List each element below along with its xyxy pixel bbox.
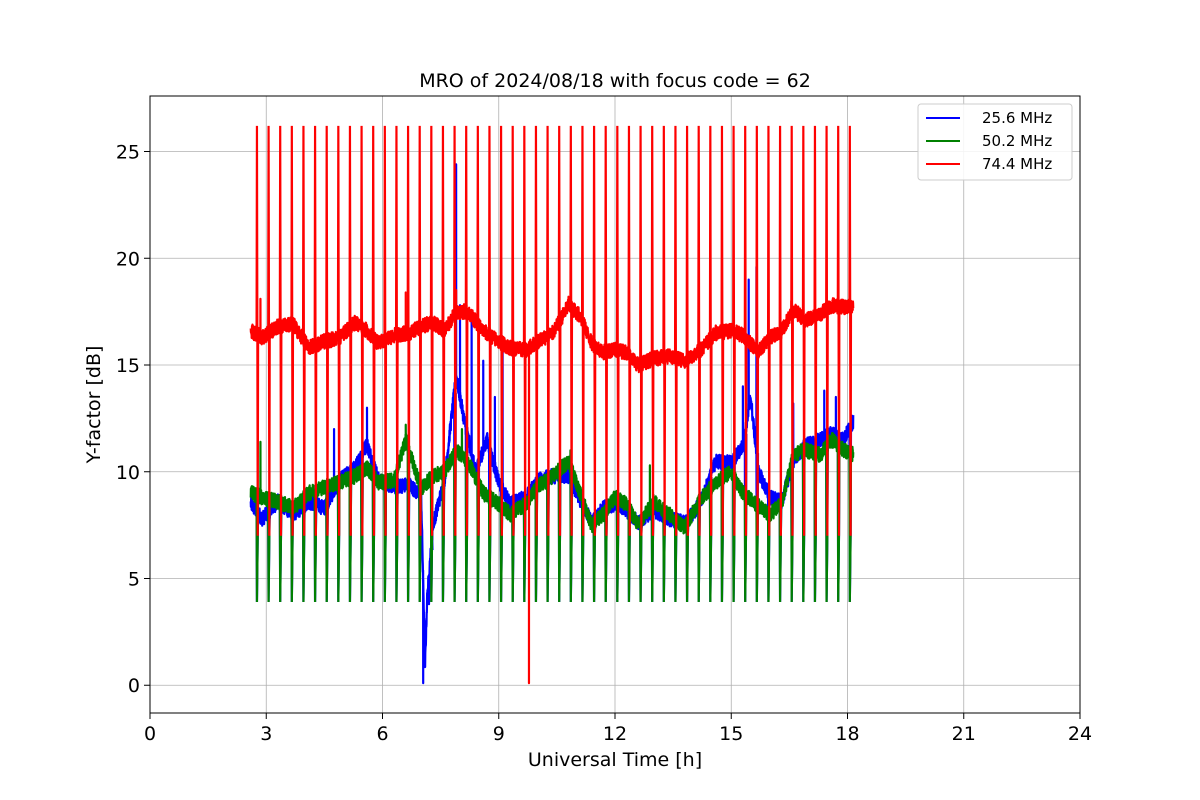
x-tick-label: 21	[952, 723, 976, 745]
chart-title: MRO of 2024/08/18 with focus code = 62	[419, 70, 811, 92]
x-tick-label: 0	[144, 723, 156, 745]
series-calibration-pulses	[255, 445, 853, 602]
plot-area	[249, 125, 855, 685]
x-tick-label: 6	[376, 723, 388, 745]
y-tick-label: 20	[116, 248, 140, 270]
series-calibration-pulses	[255, 125, 853, 536]
x-tick-label: 12	[603, 723, 627, 745]
x-axis-label: Universal Time [h]	[528, 749, 702, 771]
legend: 25.6 MHz 50.2 MHz 74.4 MHz	[917, 103, 1073, 181]
grid	[149, 96, 1081, 713]
y-tick-label: 5	[128, 568, 140, 590]
legend-entry-25-6-mhz: 25.6 MHz	[982, 109, 1052, 127]
y-axis-label: Y-factor [dB]	[83, 346, 105, 465]
axis-ticks: 0 3 6 9 12 15 18 21 24 0 5 10 15 20 25	[116, 142, 1092, 745]
y-tick-label: 25	[116, 142, 140, 164]
x-tick-label: 18	[835, 723, 859, 745]
x-tick-label: 9	[493, 723, 505, 745]
x-tick-label: 15	[719, 723, 743, 745]
y-tick-label: 0	[128, 675, 140, 697]
legend-entry-50-2-mhz: 50.2 MHz	[982, 132, 1052, 150]
legend-entry-74-4-mhz: 74.4 MHz	[982, 155, 1052, 173]
x-tick-label: 3	[260, 723, 272, 745]
series-74-4-mhz	[249, 125, 855, 685]
legend-box	[917, 103, 1073, 181]
y-tick-label: 10	[116, 462, 140, 484]
x-tick-label: 24	[1068, 723, 1092, 745]
y-tick-label: 15	[116, 355, 140, 377]
